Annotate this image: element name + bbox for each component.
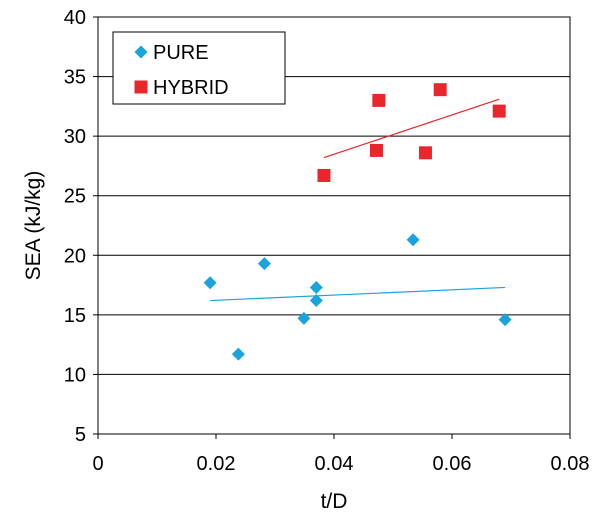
y-axis-title: SEA (kJ/kg) xyxy=(22,171,45,281)
data-points xyxy=(203,83,512,361)
hybrid-point xyxy=(317,168,331,182)
y-tick-label: 25 xyxy=(64,186,86,208)
y-tick-label: 20 xyxy=(64,245,86,267)
pure-point xyxy=(203,276,217,290)
hybrid-legend-label: HYBRID xyxy=(153,77,229,99)
pure-point xyxy=(309,294,323,308)
pure-point xyxy=(231,347,245,361)
hybrid-legend-marker xyxy=(134,80,148,94)
pure-point xyxy=(257,257,271,271)
x-tick-label: 0.02 xyxy=(197,453,236,475)
x-axis-title: t/D xyxy=(321,490,348,513)
hybrid-point xyxy=(372,93,386,107)
hybrid-point xyxy=(433,83,447,97)
x-tick-label: 0.04 xyxy=(315,453,354,475)
pure-point xyxy=(309,280,323,294)
x-tick-label: 0.06 xyxy=(433,453,472,475)
x-tick-label: 0.08 xyxy=(551,453,590,475)
pure-point xyxy=(498,313,512,327)
legend: PURE HYBRID xyxy=(112,31,286,105)
y-tick-label: 40 xyxy=(64,7,86,29)
y-tick-label: 35 xyxy=(64,67,86,89)
hybrid-point xyxy=(418,146,432,160)
y-tick-label: 5 xyxy=(75,424,86,446)
pure-legend-label: PURE xyxy=(153,42,209,64)
gridlines xyxy=(98,76,570,375)
legend-entries: PURE HYBRID xyxy=(134,42,229,99)
trendlines xyxy=(210,98,506,302)
hybrid-point xyxy=(369,143,383,157)
pure-point xyxy=(297,311,311,325)
hybrid-trendline xyxy=(323,98,500,159)
x-tick-label: 0 xyxy=(92,453,103,475)
y-tick-label: 30 xyxy=(64,126,86,148)
tick-labels: 5 10 15 20 25 30 35 40 0 0.02 0.04 0.06 0.08 xyxy=(64,7,590,475)
hybrid-point xyxy=(492,104,506,118)
y-tick-label: 10 xyxy=(64,364,86,386)
y-tick-label: 15 xyxy=(64,305,86,327)
pure-point xyxy=(406,233,420,247)
pure-legend-marker xyxy=(134,45,148,59)
pure-trendline xyxy=(210,286,506,302)
